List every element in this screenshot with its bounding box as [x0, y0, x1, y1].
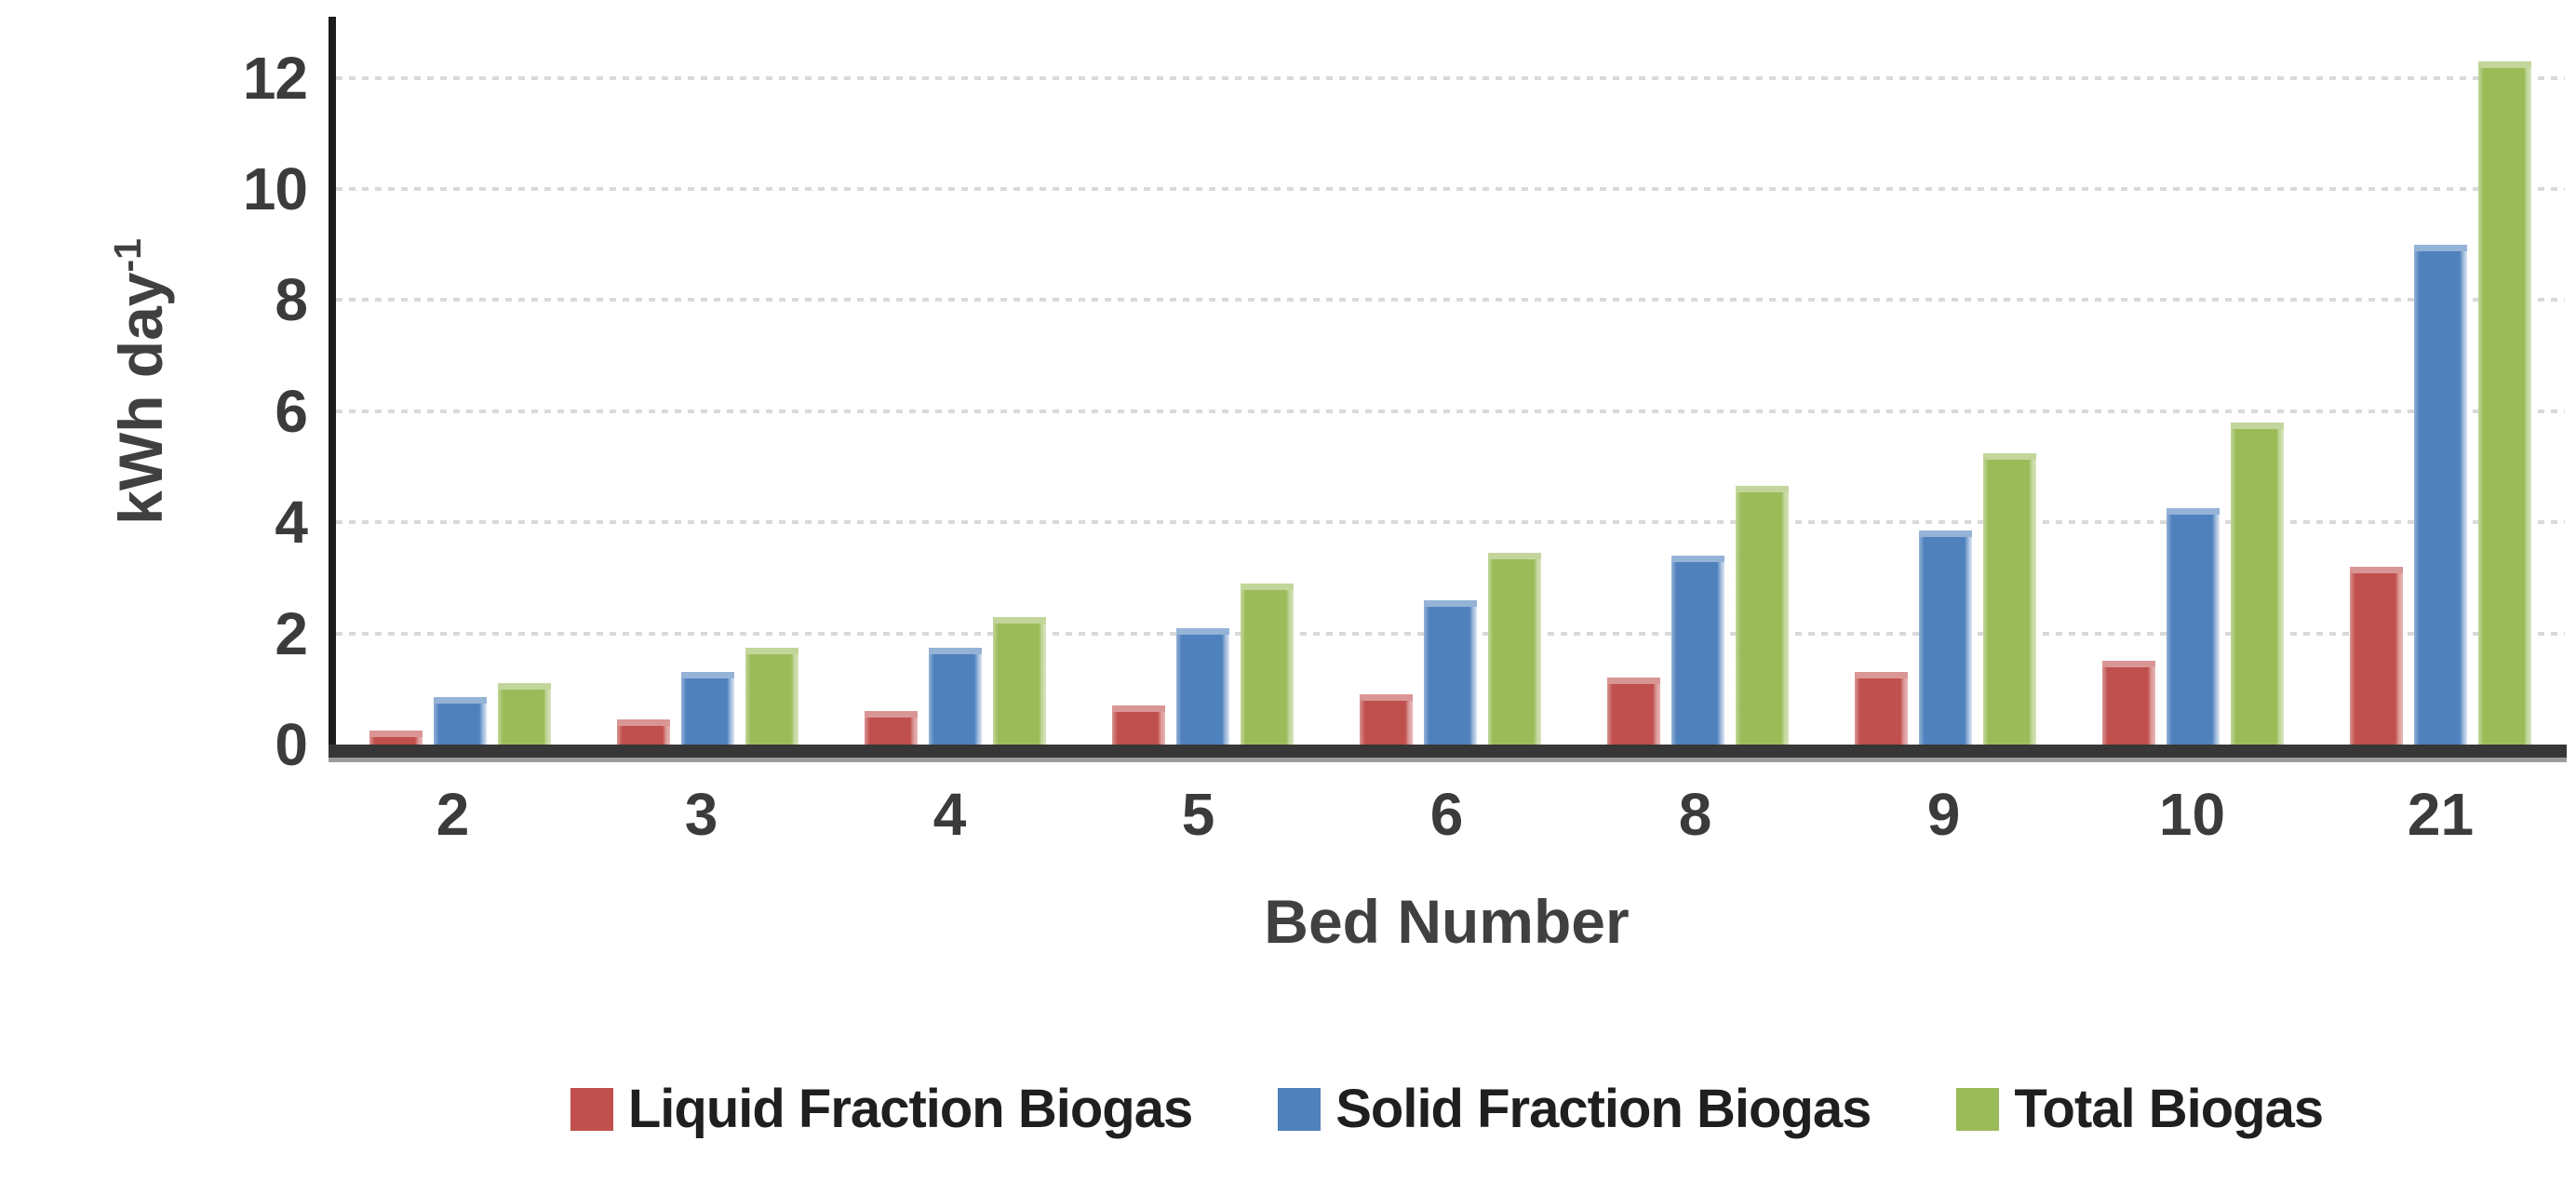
x-axis-line-shadow: [329, 758, 2567, 762]
bar-group-bed-2: [336, 17, 584, 745]
y-tick-label-4: 4: [275, 489, 308, 557]
bar-group-bed-9: [1822, 17, 2070, 745]
bar-solid-fraction-biogas-bed-9: [1919, 530, 1973, 745]
gridline-y-4: [336, 520, 2565, 525]
gridline-y-6: [336, 409, 2565, 413]
bar-liquid-fraction-biogas-bed-21: [2350, 566, 2404, 745]
bar-liquid-fraction-biogas-bed-9: [1855, 672, 1909, 745]
legend: Liquid Fraction Biogas Solid Fraction Bio…: [329, 1078, 2565, 1140]
legend-item-liquid-fraction-biogas: Liquid Fraction Biogas: [570, 1078, 1193, 1140]
bar-liquid-fraction-biogas-bed-6: [1359, 694, 1413, 745]
bar-solid-fraction-biogas-bed-5: [1175, 627, 1229, 745]
bar-total-biogas-bed-2: [497, 683, 551, 745]
bar-solid-fraction-biogas-bed-10: [2167, 508, 2220, 745]
bar-total-biogas-bed-6: [1487, 553, 1541, 745]
bar-liquid-fraction-biogas-bed-10: [2102, 661, 2156, 745]
bar-groups: [336, 17, 2565, 745]
x-tick-label-2: 2: [436, 781, 470, 848]
bar-group-bed-6: [1326, 17, 1574, 745]
bar-total-biogas-bed-9: [1983, 452, 2037, 745]
gridline-y-8: [336, 298, 2565, 302]
x-axis-line: [329, 745, 2567, 758]
bar-liquid-fraction-biogas-bed-8: [1607, 678, 1661, 745]
bar-group-bed-8: [1575, 17, 1822, 745]
plot-area: [329, 17, 2567, 762]
x-axis-title: Bed Number: [1264, 887, 1630, 956]
x-tick-label-4: 4: [932, 781, 967, 848]
x-tick-label-5: 5: [1181, 781, 1215, 848]
x-tick-label-21: 21: [2407, 781, 2475, 848]
bar-group-bed-10: [2070, 17, 2317, 745]
bar-solid-fraction-biogas-bed-3: [680, 672, 734, 745]
legend-item-total-biogas: Total Biogas: [1956, 1078, 2324, 1140]
legend-label: Liquid Fraction Biogas: [627, 1079, 1193, 1139]
bar-solid-fraction-biogas-bed-4: [928, 647, 982, 745]
bar-group-bed-4: [831, 17, 1079, 745]
y-tick-label-0: 0: [275, 711, 308, 778]
x-tick-label-3: 3: [684, 781, 718, 848]
x-tick-label-6: 6: [1429, 781, 1464, 848]
y-tick-label-6: 6: [275, 377, 308, 445]
bar-liquid-fraction-biogas-bed-4: [864, 711, 918, 745]
bar-total-biogas-bed-4: [992, 616, 1046, 745]
bar-solid-fraction-biogas-bed-8: [1671, 556, 1725, 745]
bar-liquid-fraction-biogas-bed-3: [616, 719, 670, 745]
legend-label: Solid Fraction Biogas: [1335, 1079, 1872, 1139]
bar-total-biogas-bed-10: [2231, 422, 2285, 745]
y-tick-label-8: 8: [275, 266, 308, 334]
bar-total-biogas-bed-5: [1240, 583, 1294, 745]
bar-total-biogas-bed-3: [745, 647, 798, 745]
y-tick-label-10: 10: [242, 155, 308, 223]
legend-label: Total Biogas: [2014, 1079, 2324, 1139]
x-axis-tick-labels: 2 3 4 5 6 8 9 10 21: [329, 780, 2565, 849]
gridline-y-10: [336, 187, 2565, 192]
bar-group-bed-3: [584, 17, 831, 745]
legend-swatch-icon: [1956, 1087, 2000, 1131]
bar-solid-fraction-biogas-bed-21: [2414, 244, 2468, 745]
y-tick-label-12: 12: [242, 44, 308, 112]
x-tick-label-9: 9: [1926, 781, 1961, 848]
x-tick-label-10: 10: [2158, 781, 2226, 848]
legend-swatch-icon: [570, 1087, 613, 1131]
x-tick-label-8: 8: [1678, 781, 1712, 848]
bar-liquid-fraction-biogas-bed-2: [369, 731, 423, 745]
gridline-y-12: [336, 75, 2565, 80]
bar-total-biogas-bed-8: [1736, 486, 1790, 745]
bar-solid-fraction-biogas-bed-2: [433, 697, 487, 745]
legend-swatch-icon: [1278, 1087, 1322, 1131]
bar-total-biogas-bed-21: [2478, 60, 2532, 745]
bar-liquid-fraction-biogas-bed-5: [1111, 705, 1165, 745]
bar-solid-fraction-biogas-bed-6: [1423, 599, 1477, 745]
legend-item-solid-fraction-biogas: Solid Fraction Biogas: [1278, 1078, 1872, 1140]
y-tick-label-2: 2: [275, 599, 308, 667]
bar-group-bed-21: [2317, 17, 2565, 745]
bar-group-bed-5: [1079, 17, 1326, 745]
